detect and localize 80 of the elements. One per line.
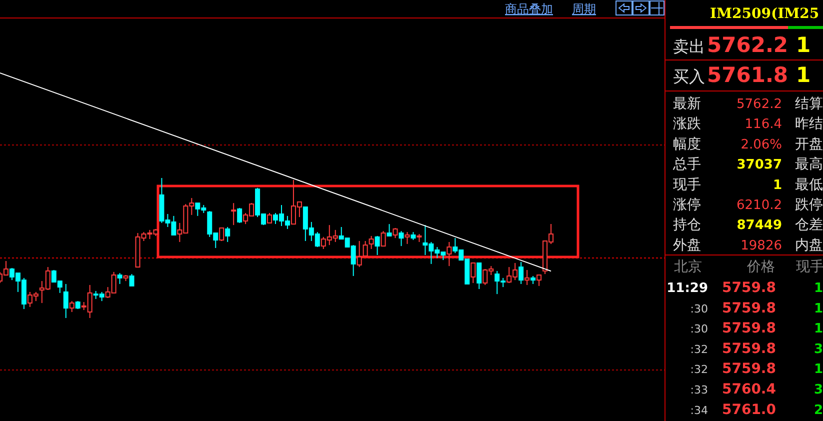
text: IM2509(IM25 [710, 6, 820, 22]
text: 2.06% [740, 137, 782, 152]
candlestick [470, 262, 476, 284]
text: 1 [814, 322, 823, 337]
candlestick [225, 226, 230, 242]
text: 19826 [740, 238, 782, 254]
text: 3 [814, 342, 823, 357]
text: 5762.2 [707, 33, 788, 57]
text: 涨停 [673, 197, 701, 213]
text: 结算 [795, 96, 823, 112]
text: 跌停 [795, 197, 823, 213]
candlestick [267, 212, 272, 224]
text: :32 [690, 342, 708, 356]
text: :30 [690, 322, 708, 336]
text: 5759.8 [722, 280, 776, 296]
text: 开盘 [795, 136, 823, 152]
candlestick [219, 227, 224, 242]
text: 涨跌 [673, 116, 701, 132]
candlestick [518, 262, 524, 284]
text: 总手 [672, 156, 701, 173]
text: 现手 [673, 176, 701, 193]
text: 3 [814, 382, 823, 398]
text: 116.4 [744, 117, 782, 132]
text: 内盘 [795, 237, 823, 254]
text: 6210.2 [736, 198, 782, 213]
text: :30 [690, 302, 708, 316]
text: 1 [814, 301, 823, 316]
text: 1 [814, 362, 823, 378]
text: 1 [772, 178, 782, 193]
candlestick [63, 283, 68, 318]
candlestick [129, 274, 134, 286]
text: 2 [814, 402, 823, 418]
text: 最新 [673, 96, 701, 112]
text: 1 [796, 33, 811, 57]
text: 幅度 [673, 136, 701, 152]
text: 5761.0 [722, 402, 776, 418]
candlestick [374, 235, 380, 256]
candlestick [392, 227, 398, 239]
text: 卖出 [673, 37, 705, 56]
text: 持仓 [673, 217, 701, 234]
text: 商品叠加 [505, 2, 553, 16]
text: 1 [796, 63, 811, 87]
candlestick [524, 269, 530, 286]
text: 37037 [736, 158, 782, 173]
candlestick [117, 272, 122, 284]
candlestick [362, 240, 368, 256]
candlestick [368, 235, 374, 250]
candlestick [404, 232, 410, 244]
text: :33 [690, 384, 708, 396]
text: 价格 [746, 259, 775, 275]
candlestick [231, 202, 236, 226]
text: :34 [690, 404, 708, 417]
candlestick [356, 240, 362, 268]
text: 外盘 [673, 237, 701, 254]
candlestick [69, 300, 74, 312]
text: 周期 [572, 2, 596, 16]
candlestick [398, 230, 404, 247]
candlestick [386, 224, 392, 236]
text: 买入 [673, 67, 705, 86]
text: 1 [814, 281, 823, 296]
text: 5762.2 [736, 97, 782, 112]
candlestick [446, 241, 452, 267]
text: 仓差 [795, 217, 823, 234]
text: 5759.8 [722, 300, 776, 316]
text: 最低 [795, 176, 823, 193]
candlestick [536, 274, 542, 286]
text: 5759.8 [722, 320, 776, 337]
text: 最高 [795, 156, 823, 173]
text: 5759.8 [722, 340, 776, 357]
text: 5759.8 [722, 361, 776, 378]
text: :32 [690, 363, 708, 376]
candlestick [476, 262, 482, 290]
text: 5761.8 [707, 63, 788, 87]
text: 87449 [736, 218, 782, 234]
text: 5760.4 [722, 382, 776, 398]
text: 昨结 [795, 116, 823, 132]
candlestick [380, 230, 386, 247]
text: 11:29 [666, 281, 708, 296]
candlestick [237, 207, 242, 224]
text: 北京 [674, 259, 702, 275]
